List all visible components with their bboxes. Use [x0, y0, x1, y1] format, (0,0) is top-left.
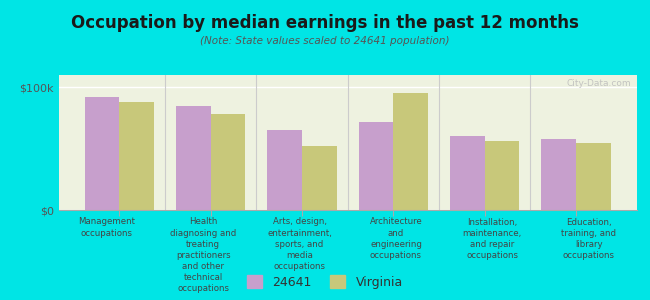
Text: (Note: State values scaled to 24641 population): (Note: State values scaled to 24641 popu… — [200, 36, 450, 46]
Bar — [211, 114, 246, 210]
Text: Occupation by median earnings in the past 12 months: Occupation by median earnings in the pas… — [71, 14, 579, 32]
Bar — [176, 106, 211, 210]
Text: Architecture
and
engineering
occupations: Architecture and engineering occupations — [370, 218, 422, 260]
Text: City-Data.com: City-Data.com — [567, 79, 631, 88]
Bar — [393, 93, 428, 210]
Legend: 24641, Virginia: 24641, Virginia — [242, 270, 408, 294]
Text: Management
occupations: Management occupations — [78, 218, 135, 238]
Bar — [267, 130, 302, 210]
Bar — [450, 136, 485, 210]
Bar — [485, 141, 519, 210]
Text: Arts, design,
entertainment,
sports, and
media
occupations: Arts, design, entertainment, sports, and… — [267, 218, 332, 271]
Bar — [541, 139, 576, 210]
Bar — [576, 142, 611, 210]
Bar — [120, 102, 154, 210]
Text: Installation,
maintenance,
and repair
occupations: Installation, maintenance, and repair oc… — [463, 218, 522, 260]
Bar — [84, 97, 120, 210]
Bar — [302, 146, 337, 210]
Text: Education,
training, and
library
occupations: Education, training, and library occupat… — [562, 218, 616, 260]
Bar — [359, 122, 393, 210]
Text: Health
diagnosing and
treating
practitioners
and other
technical
occupations: Health diagnosing and treating practitio… — [170, 218, 236, 293]
